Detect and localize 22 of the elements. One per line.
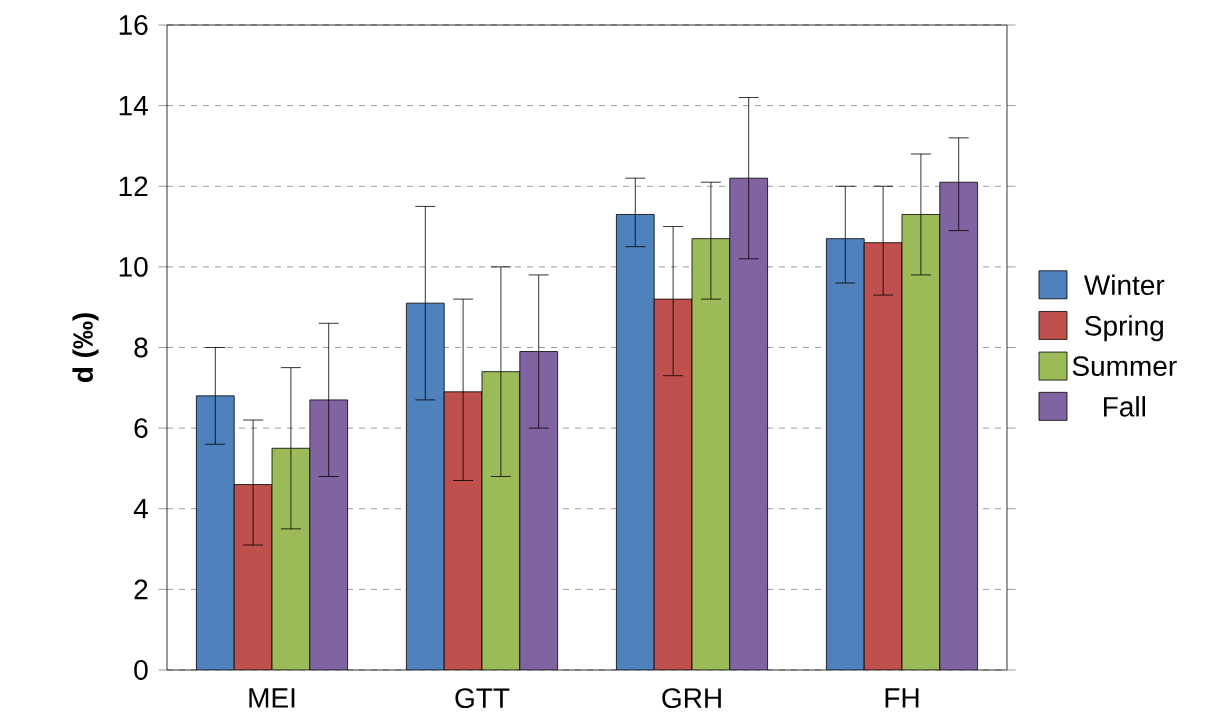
legend-label: Fall xyxy=(1104,396,1145,417)
bar xyxy=(939,181,978,670)
y-axis-title: d (‰) xyxy=(72,313,99,383)
x-tick-label: FH xyxy=(885,688,919,708)
y-tick-label: 16 xyxy=(119,15,148,35)
x-tick-label: MEI xyxy=(249,688,295,708)
y-tick-label: 0 xyxy=(134,660,148,680)
legend-label: Spring xyxy=(1085,315,1163,342)
y-tick-label: 14 xyxy=(119,95,148,116)
y-tick-label: 8 xyxy=(134,337,148,358)
legend-label: Summer xyxy=(1072,356,1177,377)
y-tick-label: 10 xyxy=(119,256,148,277)
y-tick-label: 6 xyxy=(134,418,148,439)
y-tick-label: 2 xyxy=(134,579,148,600)
y-tick-label: 4 xyxy=(133,499,148,519)
legend-label: Winter xyxy=(1083,274,1165,296)
bar xyxy=(729,177,768,670)
bar xyxy=(309,399,349,670)
bar xyxy=(519,351,558,670)
x-tick-label: GRH xyxy=(662,688,721,709)
y-tick-label: 12 xyxy=(119,176,148,197)
x-tick-label: GTT xyxy=(455,688,510,709)
